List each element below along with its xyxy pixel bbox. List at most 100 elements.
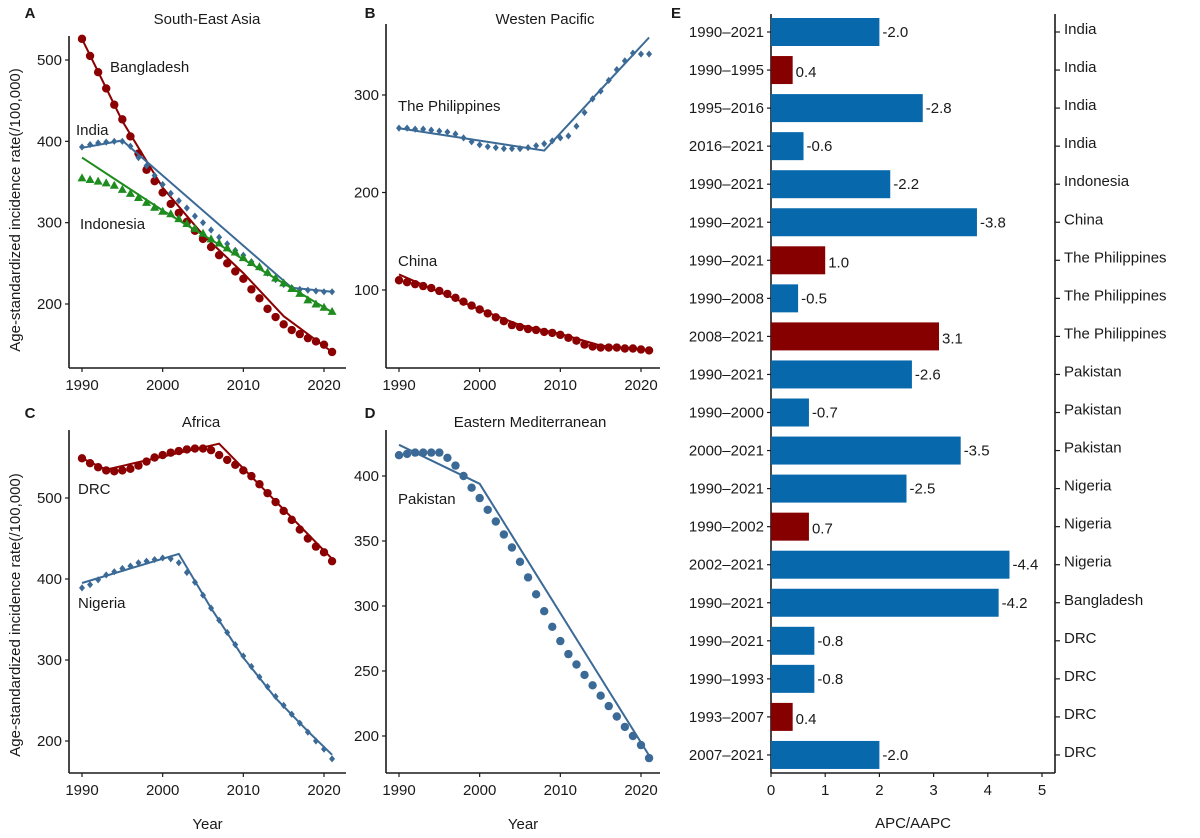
period-label: 2000–2021 xyxy=(689,443,764,460)
data-point xyxy=(134,461,143,470)
data-point xyxy=(79,143,85,151)
data-point xyxy=(206,446,216,455)
data-point xyxy=(329,755,336,763)
data-point xyxy=(596,343,605,352)
data-point xyxy=(133,192,143,201)
data-point xyxy=(491,517,500,526)
data-point xyxy=(279,506,288,516)
bar-value-label: -3.8 xyxy=(980,214,1006,231)
data-point xyxy=(412,125,419,133)
data-point xyxy=(468,138,475,146)
period-label: 1990–2021 xyxy=(689,252,764,269)
period-label: 1990–2000 xyxy=(689,405,764,422)
y-tick-label: 500 xyxy=(37,490,62,507)
bar-value-label: -4.4 xyxy=(1012,557,1038,574)
data-point xyxy=(216,616,223,624)
data-point xyxy=(158,188,167,197)
country-label: Indonesia xyxy=(1064,173,1130,190)
data-point xyxy=(557,134,564,142)
bar-value-label: -0.5 xyxy=(801,290,827,307)
series-nigeria xyxy=(79,552,336,763)
data-point xyxy=(564,649,573,659)
bar-value-label: -2.6 xyxy=(915,366,941,383)
fit-line xyxy=(398,273,650,352)
series-label: DRC xyxy=(78,481,111,498)
data-point xyxy=(613,66,620,74)
panel-e: E 0 1 2 3 4 5 APC/AAPC -2.0 1990–2021 India 0.4 1990… xyxy=(671,5,1167,832)
data-point xyxy=(500,145,507,153)
bar-value-label: -3.5 xyxy=(964,443,990,460)
panel-letter: A xyxy=(25,5,36,22)
x-tick-label: 2000 xyxy=(463,782,496,799)
bar xyxy=(771,132,804,161)
data-point xyxy=(319,340,329,349)
data-point xyxy=(508,145,515,153)
data-point xyxy=(572,660,581,669)
data-point xyxy=(581,108,588,117)
data-point xyxy=(79,584,85,592)
period-label: 1990–2002 xyxy=(689,519,764,536)
data-point xyxy=(531,590,541,599)
data-point xyxy=(135,559,142,567)
data-point xyxy=(271,497,280,507)
x-tick-label: 2010 xyxy=(227,377,260,394)
data-point xyxy=(93,68,103,77)
data-point xyxy=(476,141,483,149)
data-point xyxy=(85,175,95,184)
country-label: DRC xyxy=(1064,668,1097,685)
data-point xyxy=(174,214,184,223)
data-point xyxy=(214,251,224,260)
data-point xyxy=(95,139,102,147)
data-point xyxy=(612,712,621,721)
data-point xyxy=(175,197,182,205)
data-point xyxy=(475,493,484,503)
y-tick-label: 300 xyxy=(354,87,379,104)
x-tick-label: 2020 xyxy=(624,782,657,799)
bar xyxy=(771,284,799,313)
data-point xyxy=(604,343,613,352)
fit-line xyxy=(398,36,650,152)
bar-row: -2.5 1990–2021 Nigeria xyxy=(689,474,1112,503)
fit-line xyxy=(398,443,650,757)
x-tick-label: 2020 xyxy=(307,782,340,799)
data-point xyxy=(525,144,532,152)
data-point xyxy=(255,294,264,303)
data-point xyxy=(580,340,589,349)
data-point xyxy=(117,184,127,193)
data-point xyxy=(111,137,118,145)
y-tick-label: 100 xyxy=(354,282,379,299)
data-point xyxy=(151,555,158,564)
data-point xyxy=(142,197,152,206)
data-point xyxy=(492,144,499,152)
data-point xyxy=(271,312,280,322)
bar-row: -0.8 1990–1993 DRC xyxy=(689,664,1097,693)
data-point xyxy=(311,299,321,308)
data-point xyxy=(118,115,127,124)
data-point xyxy=(475,305,484,314)
data-point xyxy=(103,138,110,146)
country-label: DRC xyxy=(1064,744,1097,761)
bar-value-label: -4.2 xyxy=(1002,595,1028,612)
data-point xyxy=(427,448,436,457)
x-axis-label: Year xyxy=(508,816,538,833)
series-china xyxy=(394,273,654,355)
data-point xyxy=(263,488,272,498)
bar-row: -4.2 1990–2021 Bangladesh xyxy=(689,588,1143,617)
series-bangladesh xyxy=(77,34,337,357)
bar-row: -2.0 1990–2021 India xyxy=(689,18,1097,46)
data-point xyxy=(135,154,142,162)
bar xyxy=(771,18,880,46)
country-label: Pakistan xyxy=(1064,363,1122,380)
x-tick-label: 5 xyxy=(1038,782,1046,799)
data-point xyxy=(597,87,604,95)
data-point xyxy=(143,162,150,170)
data-point xyxy=(103,571,110,579)
data-point xyxy=(312,737,319,745)
bar-value-label: -2.8 xyxy=(926,100,952,117)
data-point xyxy=(435,448,444,457)
data-point xyxy=(206,234,216,243)
period-label: 1990–1993 xyxy=(689,671,764,688)
bar-row: -0.6 2016–2021 India xyxy=(689,132,1097,161)
country-label: Pakistan xyxy=(1064,402,1122,419)
data-point xyxy=(158,450,167,460)
